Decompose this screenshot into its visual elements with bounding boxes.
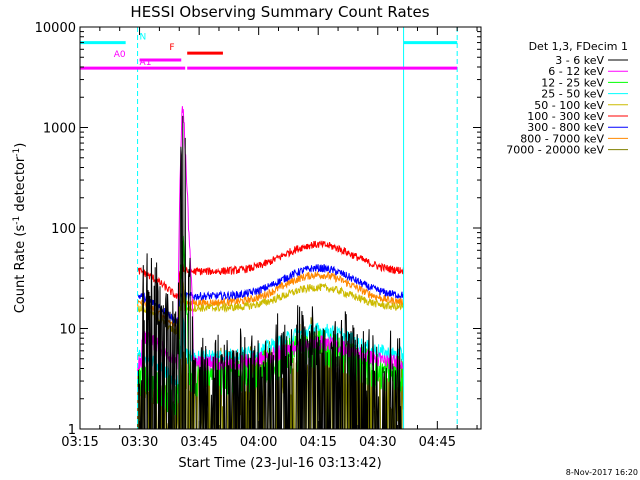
x-tick-label: 03:15 xyxy=(61,435,98,450)
y-tick-label: 1 xyxy=(68,423,76,438)
y-axis-label: Count Rate (s-1 detector-1) xyxy=(12,143,28,314)
flag-label: F xyxy=(169,43,174,53)
legend-title: Det 1,3, FDecim 1 xyxy=(529,40,628,53)
legend-entry-label: 6 - 12 keV xyxy=(548,65,604,78)
legend-entry-label: 12 - 25 keV xyxy=(541,76,604,89)
y-axis-label-part: -1 xyxy=(12,148,22,157)
chart-title: HESSI Observing Summary Count Rates xyxy=(130,3,429,21)
x-tick-label: 03:45 xyxy=(180,435,217,450)
flag-label: A0 xyxy=(114,50,126,60)
legend-entry-label: 7000 - 20000 keV xyxy=(506,144,604,157)
legend-entry-label: 800 - 7000 keV xyxy=(520,132,604,145)
y-tick-label: 10 xyxy=(59,323,76,338)
flag-label: N xyxy=(140,33,147,43)
y-tick-label: 10000 xyxy=(35,21,76,36)
y-axis-label-part: -1 xyxy=(12,216,22,225)
x-tick-label: 04:30 xyxy=(359,435,396,450)
x-tick-label: 03:30 xyxy=(121,435,158,450)
x-tick-label: 04:00 xyxy=(240,435,277,450)
y-axis-label-part: detector xyxy=(13,156,28,216)
x-axis-label: Start Time (23-Jul-16 03:13:42) xyxy=(178,456,381,471)
legend-entry-label: 100 - 300 keV xyxy=(527,110,604,123)
x-tick-label: 04:45 xyxy=(419,435,456,450)
legend-entry-label: 3 - 6 keV xyxy=(555,54,604,67)
legend-entry-label: 300 - 800 keV xyxy=(527,121,604,134)
x-tick-label: 04:15 xyxy=(299,435,336,450)
y-axis-label-part: ) xyxy=(13,143,28,148)
y-axis-label-part: Count Rate (s xyxy=(13,225,28,314)
flag-label: A1 xyxy=(140,58,152,68)
footer-date: 8-Nov-2017 16:20 xyxy=(566,468,638,477)
y-tick-label: 100 xyxy=(51,222,76,237)
y-tick-label: 1000 xyxy=(43,122,76,137)
legend-entry-label: 25 - 50 keV xyxy=(541,88,604,101)
legend-entry-label: 50 - 100 keV xyxy=(534,99,604,112)
